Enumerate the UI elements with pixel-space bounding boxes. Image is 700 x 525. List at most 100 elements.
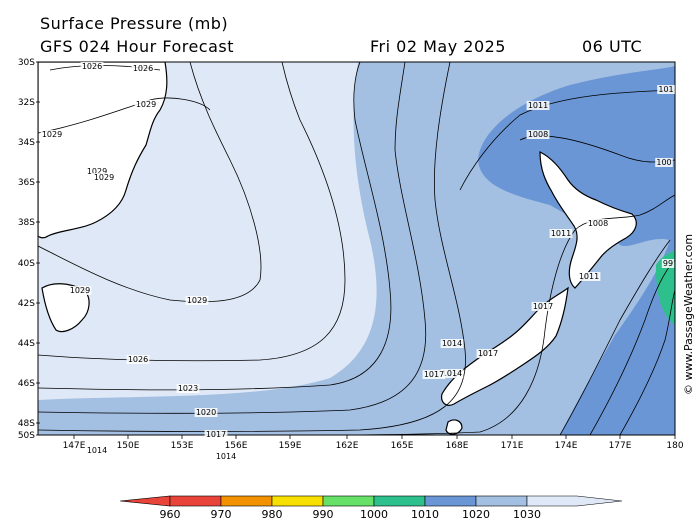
isobar-label: 1014 — [216, 452, 236, 461]
isobar-label-bg — [126, 355, 150, 364]
isobar-label: 1017 — [424, 370, 444, 379]
colorbar-segment — [322, 495, 375, 507]
isobar-label: 1017 — [206, 430, 226, 439]
isobar-label-bg — [204, 430, 228, 439]
isobar-label-bg — [476, 349, 500, 358]
colorbar-label: 1030 — [513, 508, 541, 521]
forecast-date: Fri 02 May 2025 — [370, 37, 506, 56]
colorbar-segment — [424, 495, 477, 507]
lon-label: 162E — [336, 441, 359, 451]
lat-label: 30S — [18, 58, 35, 68]
credit-text: © www.PassageWeather.com — [682, 234, 695, 395]
longitude-labels: 147E 150E 153E 156E 159E 162E 165E 168E 171E 174E… — [63, 435, 684, 451]
lon-label: 171E — [501, 441, 524, 451]
isobar-label: 1017 — [478, 349, 498, 358]
isobar-label: 1029 — [94, 173, 114, 182]
stewart-island — [445, 419, 463, 435]
lat-label: 50S — [18, 431, 35, 441]
forecast-time: 06 UTC — [582, 37, 643, 56]
lat-label: 36S — [18, 178, 35, 188]
lat-label: 46S — [18, 379, 35, 389]
lat-label: 32S — [18, 98, 35, 108]
isobar-label-bg — [586, 219, 610, 228]
plot-frame — [37, 61, 676, 436]
isobar-label-bg — [185, 296, 209, 305]
credit-watermark: © www.PassageWeather.com — [682, 234, 695, 395]
isobar-label-bg — [526, 101, 550, 110]
colorbar-label: 1000 — [360, 508, 388, 521]
isobar-label-bg — [131, 64, 155, 73]
lat-label: 48S — [18, 419, 35, 429]
isobar-label-bg — [194, 408, 218, 417]
colorbar-label: 1010 — [411, 508, 439, 521]
isobar-label: 1017 — [533, 302, 553, 311]
map-title: Surface Pressure (mb) — [40, 14, 229, 33]
lon-label: 159E — [279, 441, 302, 451]
isobar-label: 1023 — [178, 384, 198, 393]
model-label: GFS 024 Hour Forecast — [40, 37, 235, 56]
isobar-labels: 1026 102610291029102910291029102910261023… — [40, 62, 675, 461]
isobar-label: 1014 — [442, 369, 462, 378]
lon-label: 174E — [555, 441, 578, 451]
isobar-label: 1011 — [579, 272, 599, 281]
tasmania-land — [41, 283, 90, 333]
lat-label: 42S — [18, 299, 35, 309]
colorbar-label: 980 — [262, 508, 283, 521]
lat-label: 34S — [18, 138, 35, 148]
isobar-label: 1026 — [128, 355, 148, 364]
isobar-label: 1011 — [528, 101, 548, 110]
lon-label: 165E — [391, 441, 414, 451]
colorbar-segment — [271, 495, 324, 507]
isobar-label-bg — [80, 62, 104, 71]
isobar-label: 1029 — [70, 286, 90, 295]
isobar-label-bg — [440, 369, 464, 378]
isobar-label-bg — [577, 272, 601, 281]
isobar-label-bg — [526, 130, 550, 139]
isobar-label-bg — [85, 446, 109, 455]
lon-label: 147E — [63, 441, 86, 451]
colorbar-label: 970 — [211, 508, 232, 521]
isobar-label: 1014 — [87, 446, 107, 455]
colorbar-segment — [169, 495, 222, 507]
isobar-label: 1029 — [136, 100, 156, 109]
lon-label: 153E — [171, 441, 194, 451]
isobar-label: 99 — [663, 259, 673, 268]
isobar-label: 1020 — [196, 408, 216, 417]
isobar-label-bg — [661, 259, 675, 268]
isobar-label: 101 — [658, 85, 673, 94]
colorbar-left-tip — [119, 495, 171, 507]
lon-label: 180 — [666, 441, 683, 451]
isobar-label-bg — [134, 100, 158, 109]
isobar-label-bg — [440, 339, 464, 348]
isobar-label-bg — [549, 229, 573, 238]
isobar-label-bg — [68, 286, 92, 295]
lon-label: 168E — [446, 441, 469, 451]
isobar-label-bg — [422, 370, 446, 379]
colorbar-segment — [373, 495, 426, 507]
isobar-label: 1008 — [588, 219, 608, 228]
isobar-label: 1026 — [82, 62, 102, 71]
lat-label: 38S — [18, 218, 35, 228]
lat-label: 40S — [18, 259, 35, 269]
lat-label: 44S — [18, 339, 35, 349]
isobar-label: 1026 — [133, 64, 153, 73]
isobar-label: 1029 — [187, 296, 207, 305]
lon-label: 156E — [225, 441, 248, 451]
lon-label: 150E — [117, 441, 140, 451]
colorbar: 960 970 980 990 1000 1010 1020 1030 — [119, 495, 623, 521]
isobar-label-bg — [655, 158, 673, 167]
isobar-label-bg — [40, 130, 64, 139]
isobar-label-bg — [214, 452, 238, 461]
colorbar-segment — [526, 495, 623, 507]
isobar-label: 1029 — [87, 167, 107, 176]
colorbar-segment — [475, 495, 528, 507]
isobar-label-bg — [92, 173, 116, 182]
isobar-label: 1029 — [42, 130, 62, 139]
isobar-label-bg — [657, 85, 675, 94]
colorbar-label: 990 — [313, 508, 334, 521]
isobar-label: 1011 — [551, 229, 571, 238]
isobar-label: 1014 — [442, 339, 462, 348]
lon-label: 177E — [609, 441, 632, 451]
isobar-label-bg — [85, 167, 109, 176]
